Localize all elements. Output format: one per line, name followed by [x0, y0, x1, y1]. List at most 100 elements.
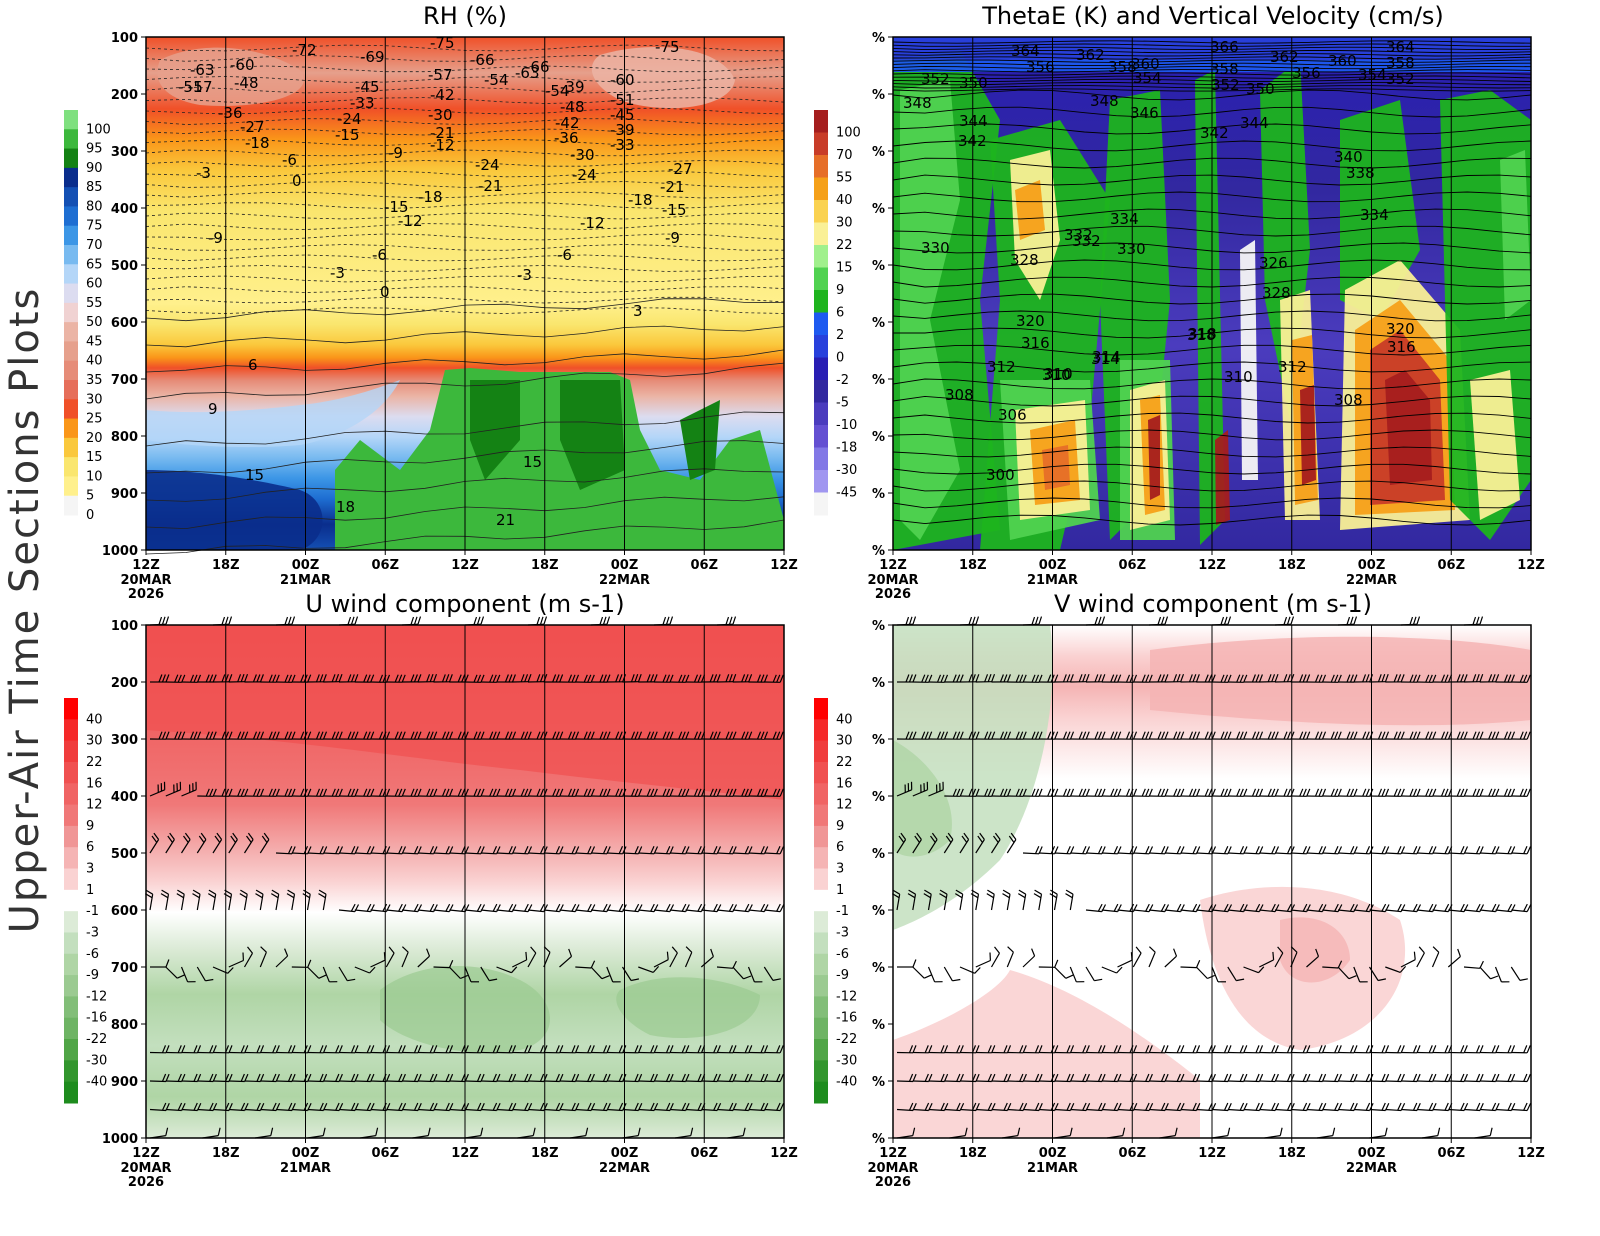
wind-barb-feather: [259, 788, 265, 797]
rh-contour-label: -18: [245, 134, 270, 152]
wind-barb-feather: [907, 893, 916, 899]
wind-barb-feather: [1271, 1045, 1276, 1053]
wind-barb-feather: [1286, 846, 1292, 854]
wind-barb-feather: [1440, 674, 1446, 683]
wind-barb-feather: [161, 1045, 167, 1053]
y-tick-label: 700: [111, 373, 138, 388]
wind-barb-feather: [165, 1045, 170, 1054]
wind-barb-shaft: [1274, 852, 1292, 855]
wind-barb-feather: [307, 1045, 312, 1054]
wind-barb-feather: [1271, 1073, 1276, 1082]
wind-barb-feather: [693, 788, 699, 797]
wind-barb-feather: [476, 674, 482, 683]
wind-barb-feather: [1302, 1045, 1307, 1053]
wind-barb-shaft: [181, 789, 197, 797]
wind-barb-feather: [1503, 731, 1509, 740]
wind-barb-feather: [429, 673, 434, 683]
wind-barb-feather: [1069, 731, 1075, 740]
wind-barb-shaft: [975, 839, 985, 854]
wind-barb-feather: [1397, 674, 1402, 683]
wind-barb-shaft: [1180, 1108, 1197, 1112]
wind-barb-shaft: [1164, 909, 1181, 913]
wind-barb-shaft: [943, 894, 948, 911]
wind-barb-feather: [905, 674, 910, 683]
wind-barb-shaft: [1243, 909, 1260, 913]
colorbar-swatch: [64, 783, 78, 806]
thetae-vv-region: [1500, 150, 1531, 320]
wind-barb-shaft: [1495, 1108, 1512, 1112]
wind-barb-feather: [1397, 846, 1402, 854]
wind-barb-shaft: [212, 894, 217, 911]
wind-barb-shaft: [543, 1108, 560, 1112]
wind-barb-feather: [221, 788, 226, 797]
wind-barb-shaft: [228, 839, 238, 854]
wind-barb-feather: [1097, 1102, 1103, 1111]
wind-barb-feather: [1101, 1045, 1106, 1054]
rh-contour-label: -57: [188, 78, 213, 96]
wind-barb-feather: [1384, 788, 1390, 797]
wind-barb-feather: [369, 966, 376, 974]
wind-barb-shaft: [764, 1108, 781, 1112]
wind-barb-feather: [779, 1045, 784, 1054]
wind-barb-feather: [1132, 1045, 1138, 1054]
wind-barb-shaft: [433, 1108, 450, 1112]
wind-barb-feather: [697, 1045, 702, 1053]
figure-side-label: Upper-Air Time Sections Plots: [2, 287, 48, 934]
wind-barb-feather: [1475, 731, 1481, 740]
wind-barb-feather: [161, 674, 166, 683]
wind-barb-feather: [1286, 731, 1292, 740]
rh-contour-label: 21: [496, 511, 515, 529]
wind-barb-feather: [634, 846, 639, 854]
wind-barb-feather: [256, 788, 261, 797]
wind-barb-feather: [905, 616, 910, 625]
wind-barb-shaft: [1400, 1080, 1418, 1083]
thetae-vv-region: [1195, 70, 1225, 545]
y-tick-label: %: [872, 145, 885, 160]
wind-barb-feather: [693, 731, 699, 740]
wind-barb-feather: [291, 1045, 296, 1054]
wind-barb-feather: [1018, 889, 1027, 895]
x-tick-label: 12Z: [879, 1146, 907, 1161]
wind-barb-feather: [1353, 788, 1358, 797]
wind-barb-feather: [975, 788, 980, 797]
wind-barb-feather: [536, 731, 541, 740]
wind-barb-feather: [1523, 788, 1528, 797]
wind-barb-feather: [366, 788, 371, 797]
wind-barb-feather: [1397, 1102, 1402, 1111]
colorbar-label: 25: [86, 412, 103, 427]
wind-barb-feather: [237, 731, 242, 740]
wind-barb-shaft: [716, 852, 734, 855]
x-tick-label: 18Z: [212, 558, 240, 573]
wind-barb-feather: [713, 731, 718, 740]
wind-barb-feather: [732, 1073, 737, 1082]
wind-barb-shaft: [975, 1108, 992, 1112]
wind-barb-shaft: [622, 852, 639, 855]
wind-barb-feather: [760, 674, 765, 683]
x-date-label: 2026: [128, 1175, 164, 1190]
wind-barb-feather: [1384, 1127, 1388, 1136]
thetae-contour-label: 320: [1386, 320, 1415, 338]
wind-barb-feather: [413, 1073, 419, 1082]
wind-barb-feather: [634, 903, 640, 912]
wind-barb-feather: [1346, 616, 1351, 625]
wind-barb-shaft: [685, 852, 702, 855]
rh-contour-label: -60: [610, 71, 635, 89]
wind-barb-feather: [1412, 903, 1418, 912]
wind-barb-feather: [302, 893, 310, 899]
wind-barb-feather: [1054, 959, 1059, 968]
wind-barb-feather: [924, 1045, 929, 1053]
wind-barb-feather: [1173, 948, 1178, 957]
wind-barb-feather: [912, 674, 917, 683]
rh-contour-label: -42: [555, 114, 580, 132]
wind-barb-shaft: [1290, 909, 1307, 913]
wind-barb-feather: [1239, 788, 1244, 797]
wind-barb-feather: [1271, 1102, 1276, 1111]
wind-barb-shaft: [1479, 1108, 1496, 1112]
wind-barb-feather: [1456, 731, 1461, 740]
wind-barb-feather: [527, 788, 532, 797]
wind-barb-shaft: [1022, 894, 1027, 911]
wind-barb-shaft: [748, 1080, 765, 1083]
wind-barb-feather: [338, 788, 343, 797]
wind-barb-feather: [602, 788, 608, 797]
rh-contour-label: -66: [470, 51, 495, 69]
